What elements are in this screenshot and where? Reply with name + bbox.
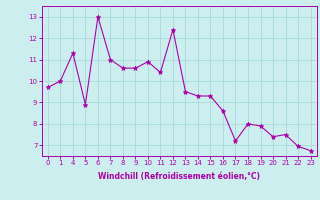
X-axis label: Windchill (Refroidissement éolien,°C): Windchill (Refroidissement éolien,°C) bbox=[98, 172, 260, 181]
